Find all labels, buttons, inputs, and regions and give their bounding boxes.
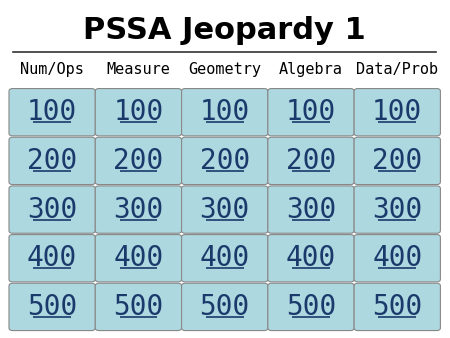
Text: 100: 100 [199,98,250,126]
Text: 100: 100 [372,98,423,126]
Text: 300: 300 [286,196,336,223]
Text: 100: 100 [286,98,336,126]
FancyBboxPatch shape [9,137,95,185]
Text: 500: 500 [372,293,423,321]
FancyBboxPatch shape [268,89,354,136]
FancyBboxPatch shape [354,283,441,331]
FancyBboxPatch shape [354,235,441,282]
FancyBboxPatch shape [354,89,441,136]
Text: 400: 400 [27,244,77,272]
FancyBboxPatch shape [354,137,441,185]
FancyBboxPatch shape [181,283,268,331]
FancyBboxPatch shape [95,186,181,233]
Text: 200: 200 [113,147,163,175]
Text: 300: 300 [113,196,163,223]
Text: 500: 500 [199,293,250,321]
FancyBboxPatch shape [95,283,181,331]
Text: Num/Ops: Num/Ops [20,62,84,77]
Text: 500: 500 [113,293,163,321]
Text: Data/Prob: Data/Prob [356,62,438,77]
Text: 200: 200 [372,147,423,175]
FancyBboxPatch shape [268,137,354,185]
FancyBboxPatch shape [95,137,181,185]
FancyBboxPatch shape [9,283,95,331]
FancyBboxPatch shape [268,283,354,331]
Text: 400: 400 [199,244,250,272]
FancyBboxPatch shape [181,89,268,136]
Text: PSSA Jeopardy 1: PSSA Jeopardy 1 [83,16,366,45]
Text: Geometry: Geometry [188,62,261,77]
Text: 100: 100 [113,98,163,126]
Text: 400: 400 [113,244,163,272]
FancyBboxPatch shape [9,186,95,233]
FancyBboxPatch shape [268,235,354,282]
FancyBboxPatch shape [95,235,181,282]
FancyBboxPatch shape [181,137,268,185]
FancyBboxPatch shape [181,235,268,282]
Text: Algebra: Algebra [279,62,343,77]
Text: 400: 400 [372,244,423,272]
Text: 300: 300 [199,196,250,223]
Text: 100: 100 [27,98,77,126]
FancyBboxPatch shape [95,89,181,136]
FancyBboxPatch shape [181,186,268,233]
Text: Measure: Measure [107,62,171,77]
Text: 300: 300 [372,196,423,223]
Text: 200: 200 [286,147,336,175]
Text: 200: 200 [199,147,250,175]
Text: 500: 500 [27,293,77,321]
FancyBboxPatch shape [268,186,354,233]
FancyBboxPatch shape [9,89,95,136]
FancyBboxPatch shape [354,186,441,233]
FancyBboxPatch shape [9,235,95,282]
Text: 400: 400 [286,244,336,272]
Text: 200: 200 [27,147,77,175]
Text: 300: 300 [27,196,77,223]
Text: 500: 500 [286,293,336,321]
